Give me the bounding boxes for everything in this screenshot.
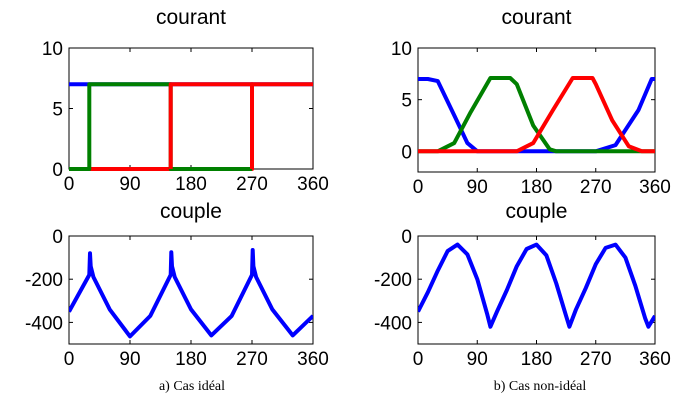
y-tick-label: 0 [401, 142, 412, 163]
y-tick-label: -200 [374, 270, 412, 291]
axes-frame [68, 47, 314, 170]
y-tick-label: -400 [25, 313, 63, 334]
x-tick-label: 360 [639, 177, 671, 198]
x-tick-label: 0 [64, 174, 75, 195]
x-tick-label: 90 [467, 177, 488, 198]
panel-b-couple: 0 90 180 270 360 0 -200 -400 couple [374, 200, 671, 370]
chart-title: couple [160, 200, 222, 223]
series-line-3 [418, 76, 655, 154]
panel-a-courant: 0 90 180 270 360 0 5 10 courant [42, 6, 329, 195]
x-tick-label: 0 [413, 177, 424, 198]
x-tick-label: 0 [413, 349, 424, 370]
series-line-1 [418, 242, 655, 329]
x-tick-label: 360 [297, 349, 329, 370]
x-tick-label: 180 [521, 349, 553, 370]
chart-title: courant [156, 6, 226, 29]
series-line-2 [418, 76, 655, 154]
x-tick-label: 90 [119, 349, 140, 370]
series-line-4 [168, 82, 254, 169]
y-tick-label: -400 [374, 313, 412, 334]
y-tick-label: 10 [391, 39, 412, 60]
series-line-1 [69, 248, 313, 339]
x-tick-label: 0 [64, 349, 75, 370]
x-tick-label: 270 [580, 177, 612, 198]
caption-b: b) Cas non-idéal [494, 379, 587, 394]
x-tick-label: 180 [521, 177, 553, 198]
y-tick-label: 0 [52, 160, 63, 181]
series-line-3 [69, 82, 252, 171]
x-tick-label: 270 [580, 349, 612, 370]
series-line-2 [69, 82, 313, 171]
y-tick-label: -200 [25, 270, 63, 291]
chart-title: courant [501, 6, 571, 29]
x-tick-label: 180 [175, 349, 207, 370]
x-tick-label: 270 [236, 349, 268, 370]
panel-b-courant: 0 90 180 270 360 0 5 10 courant [391, 6, 671, 198]
x-tick-label: 90 [119, 174, 140, 195]
panel-a-couple: 0 90 180 270 360 0 -200 -400 couple [25, 200, 329, 370]
x-tick-label: 360 [297, 174, 329, 195]
y-tick-label: 0 [52, 227, 63, 248]
y-tick-label: 0 [401, 227, 412, 248]
x-tick-label: 90 [467, 349, 488, 370]
x-tick-label: 180 [175, 174, 207, 195]
x-tick-label: 270 [236, 174, 268, 195]
axes-frame [68, 235, 314, 345]
y-tick-label: 5 [52, 100, 63, 121]
y-tick-label: 10 [42, 39, 63, 60]
x-tick-label: 360 [639, 349, 671, 370]
caption-a: a) Cas idéal [159, 379, 225, 394]
y-tick-label: 5 [401, 91, 412, 112]
chart-title: couple [506, 200, 568, 223]
